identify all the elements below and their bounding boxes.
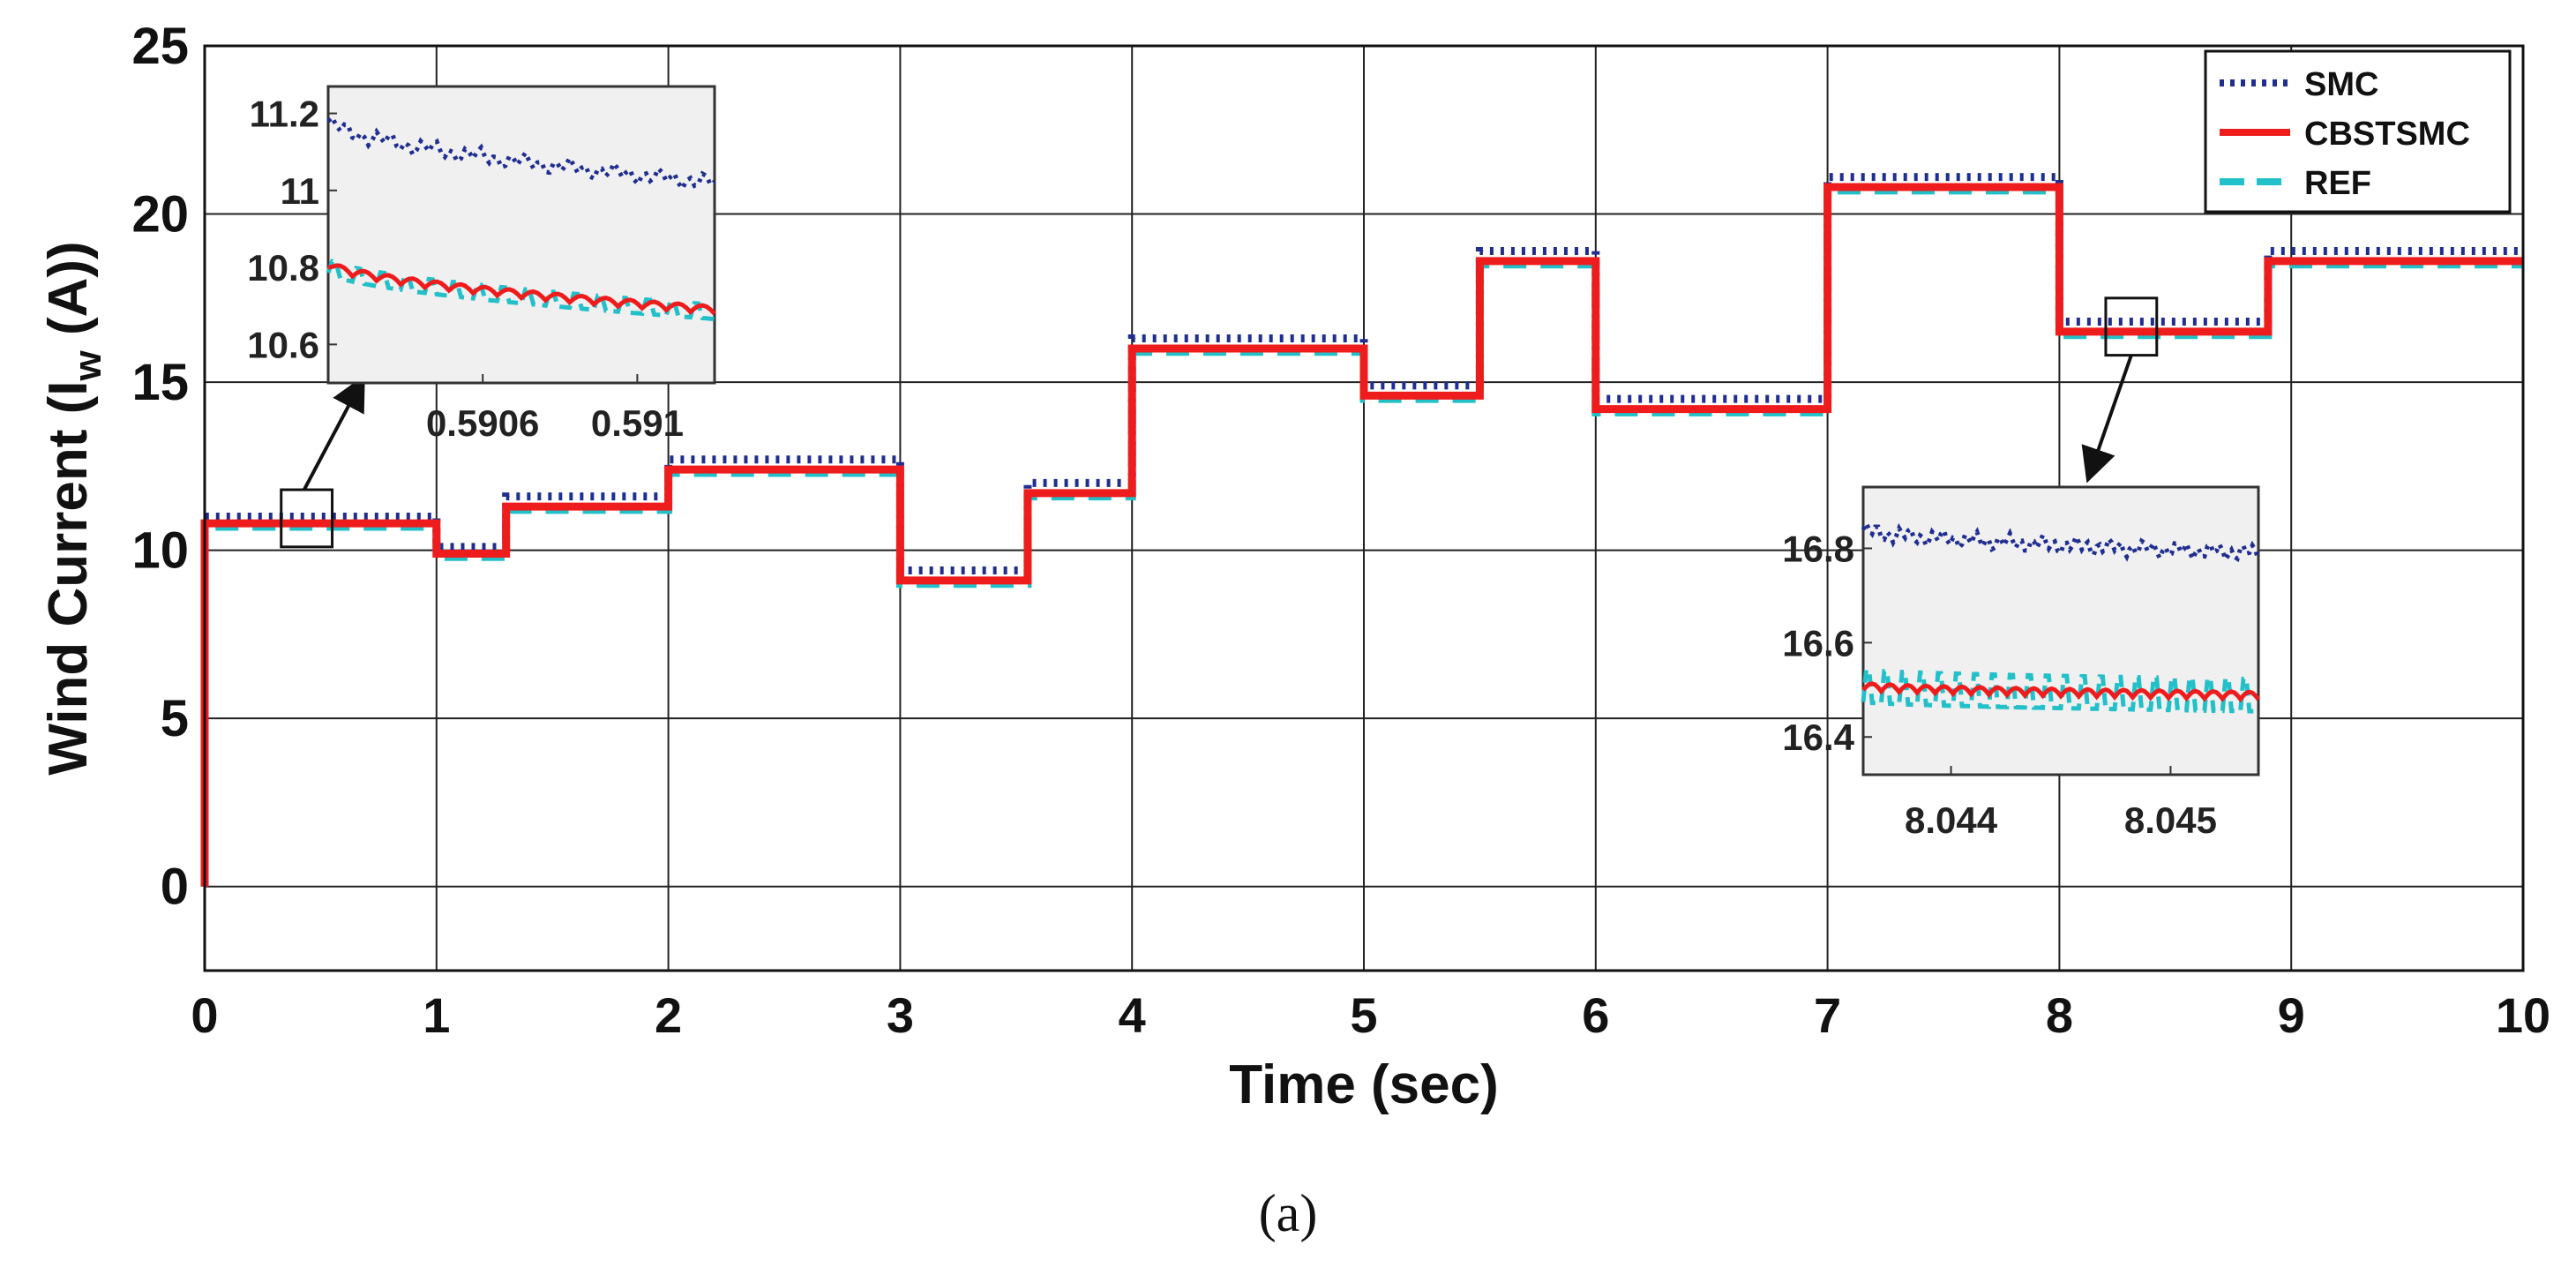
inset-series-cbstsmc	[1861, 681, 2260, 703]
main-series	[200, 173, 2523, 887]
y-tick-labels: 0 5 10 15 20 25	[131, 18, 189, 916]
inset-x-tick-label: 8.045	[2124, 799, 2217, 841]
inset-y-tick-label: 11	[281, 170, 319, 212]
inset-series-ref	[326, 259, 715, 321]
zoom-markers	[280, 296, 2159, 549]
inset-x-tick-label: 0.5906	[426, 402, 539, 444]
inset-background	[1861, 485, 2260, 776]
y-tick-label: 20	[131, 186, 189, 244]
inset-x-tick-label: 8.044	[1905, 799, 1998, 841]
x-tick-labels: 0 1 2 3 4 5 6 7 8 9 10	[191, 987, 2550, 1043]
inset-series-ref	[1861, 667, 2259, 714]
y-tick-label: 15	[131, 354, 189, 411]
inset-x-tick-label: 0.591	[591, 402, 684, 444]
x-tick-label: 7	[1814, 987, 1841, 1043]
plot-frame	[203, 44, 2525, 972]
zoom-inset-2: 8.044 8.045 16.8 16.6 16.4	[1782, 485, 2261, 841]
inset-series-smc	[326, 113, 716, 193]
inset-y-tick-label: 10.8	[247, 247, 319, 289]
y-tick-label: 25	[131, 18, 189, 75]
x-tick-label: 9	[2278, 987, 2305, 1043]
inset-y-tick-label: 10.6	[247, 324, 319, 365]
legend: SMC CBSTSMC REF	[2204, 49, 2512, 214]
inset-background	[326, 85, 716, 385]
y-axis-title: Wind Current (Iw (A))	[38, 241, 109, 775]
zoom-arrow-1	[302, 374, 365, 491]
y-tick-label: 0	[161, 859, 189, 916]
legend-label-cbstsmc: CBSTSMC	[2304, 116, 2470, 153]
series-line-smc	[200, 173, 2523, 887]
x-tick-label: 5	[1350, 987, 1377, 1043]
inset-y-tick-label: 16.8	[1782, 528, 1854, 569]
x-tick-label: 4	[1119, 987, 1146, 1043]
x-tick-label: 6	[1582, 987, 1609, 1043]
zoom-insets: 0.5906 0.591 11.2 11 10.8 10.6 8.044 8.045 16.8 1…	[247, 85, 2261, 841]
x-tick-label: 1	[423, 987, 450, 1043]
inset-series-cbstsmc	[327, 263, 716, 316]
legend-label-ref: REF	[2304, 165, 2371, 202]
x-axis-title: Time (sec)	[1229, 1054, 1499, 1115]
y-tick-label: 10	[131, 522, 189, 580]
y-tick-label: 5	[161, 690, 189, 747]
y-axis-title-end: (A))	[38, 241, 99, 350]
y-axis-title-main: Wind Current (I	[38, 381, 99, 776]
x-tick-label: 3	[887, 987, 914, 1043]
inset-series-smc	[1861, 518, 2261, 565]
inset-y-tick-label: 16.6	[1782, 622, 1854, 664]
figure-caption: (a)	[1259, 1184, 1318, 1242]
x-tick-label: 10	[2496, 987, 2550, 1043]
series-line-cbstsmc	[200, 183, 2523, 887]
zoom-box-1	[280, 488, 334, 549]
zoom-inset-1: 0.5906 0.591 11.2 11 10.8 10.6	[247, 85, 716, 444]
inset-y-tick-label: 11.2	[250, 94, 319, 135]
legend-label-smc: SMC	[2304, 66, 2378, 103]
zoom-arrow-2	[2081, 354, 2133, 484]
inset-y-tick-label: 16.4	[1782, 716, 1854, 758]
x-tick-label: 2	[655, 987, 682, 1043]
x-tick-label: 0	[191, 987, 218, 1043]
x-tick-label: 8	[2046, 987, 2073, 1043]
y-axis-title-subscript: w	[66, 350, 109, 382]
